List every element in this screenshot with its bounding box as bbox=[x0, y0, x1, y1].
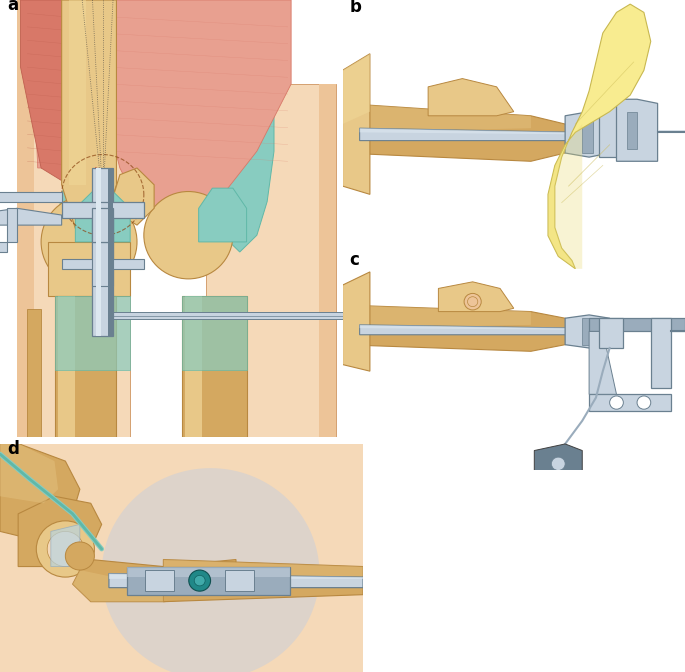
Polygon shape bbox=[62, 259, 144, 269]
Polygon shape bbox=[342, 305, 582, 351]
Polygon shape bbox=[360, 325, 582, 330]
Polygon shape bbox=[163, 560, 363, 581]
Polygon shape bbox=[438, 282, 514, 312]
Polygon shape bbox=[599, 319, 623, 348]
Polygon shape bbox=[360, 325, 582, 335]
Polygon shape bbox=[534, 444, 582, 484]
Polygon shape bbox=[75, 188, 130, 242]
Polygon shape bbox=[342, 54, 370, 124]
Polygon shape bbox=[73, 570, 163, 601]
Polygon shape bbox=[48, 242, 130, 296]
Polygon shape bbox=[55, 0, 96, 286]
Polygon shape bbox=[360, 128, 582, 134]
Polygon shape bbox=[73, 560, 236, 601]
Polygon shape bbox=[96, 168, 101, 336]
Polygon shape bbox=[103, 0, 291, 218]
Polygon shape bbox=[627, 112, 637, 149]
Polygon shape bbox=[0, 208, 17, 252]
Polygon shape bbox=[55, 296, 116, 437]
Polygon shape bbox=[616, 99, 658, 161]
Polygon shape bbox=[589, 394, 671, 411]
Polygon shape bbox=[582, 116, 593, 153]
Polygon shape bbox=[589, 319, 685, 331]
Polygon shape bbox=[21, 0, 110, 185]
Circle shape bbox=[41, 195, 137, 289]
Polygon shape bbox=[342, 305, 531, 328]
Polygon shape bbox=[68, 0, 86, 185]
Polygon shape bbox=[0, 192, 62, 202]
Polygon shape bbox=[48, 0, 82, 175]
Polygon shape bbox=[58, 296, 75, 437]
Text: c: c bbox=[349, 251, 359, 269]
Circle shape bbox=[65, 542, 95, 570]
Polygon shape bbox=[428, 79, 514, 116]
Polygon shape bbox=[0, 444, 363, 672]
Polygon shape bbox=[127, 566, 290, 595]
Polygon shape bbox=[109, 574, 363, 579]
Polygon shape bbox=[109, 574, 363, 587]
Polygon shape bbox=[319, 84, 336, 437]
Polygon shape bbox=[92, 168, 113, 336]
Polygon shape bbox=[113, 312, 342, 319]
Polygon shape bbox=[589, 331, 616, 394]
Circle shape bbox=[637, 396, 651, 409]
Polygon shape bbox=[62, 0, 116, 228]
Polygon shape bbox=[206, 84, 274, 252]
Polygon shape bbox=[92, 242, 113, 286]
Polygon shape bbox=[342, 54, 370, 194]
Polygon shape bbox=[599, 103, 623, 157]
Circle shape bbox=[36, 521, 95, 577]
Polygon shape bbox=[17, 0, 130, 437]
Polygon shape bbox=[225, 570, 254, 591]
Circle shape bbox=[551, 457, 565, 470]
Polygon shape bbox=[182, 296, 247, 437]
Polygon shape bbox=[651, 319, 671, 388]
Polygon shape bbox=[17, 0, 34, 437]
Circle shape bbox=[144, 192, 233, 279]
Polygon shape bbox=[360, 128, 582, 140]
Polygon shape bbox=[110, 168, 154, 225]
Polygon shape bbox=[182, 296, 247, 370]
Polygon shape bbox=[31, 0, 62, 168]
Polygon shape bbox=[145, 570, 174, 591]
Polygon shape bbox=[565, 112, 610, 157]
Polygon shape bbox=[342, 103, 582, 161]
Polygon shape bbox=[206, 84, 336, 437]
Polygon shape bbox=[101, 468, 319, 672]
Polygon shape bbox=[92, 208, 113, 242]
Circle shape bbox=[467, 297, 477, 306]
Polygon shape bbox=[55, 296, 130, 370]
Polygon shape bbox=[163, 560, 363, 601]
Polygon shape bbox=[185, 296, 202, 437]
Circle shape bbox=[610, 396, 623, 409]
Polygon shape bbox=[0, 444, 58, 503]
Polygon shape bbox=[108, 168, 113, 336]
Polygon shape bbox=[582, 319, 593, 345]
Polygon shape bbox=[565, 315, 610, 348]
Polygon shape bbox=[0, 444, 80, 538]
Polygon shape bbox=[18, 496, 101, 566]
Circle shape bbox=[195, 575, 205, 586]
Polygon shape bbox=[127, 566, 290, 577]
Polygon shape bbox=[0, 208, 62, 225]
Polygon shape bbox=[199, 188, 247, 242]
Text: d: d bbox=[8, 440, 19, 458]
Text: a: a bbox=[7, 0, 18, 14]
Polygon shape bbox=[342, 103, 531, 132]
Polygon shape bbox=[62, 202, 144, 218]
Polygon shape bbox=[548, 124, 582, 269]
Circle shape bbox=[189, 570, 210, 591]
Polygon shape bbox=[342, 272, 370, 371]
Polygon shape bbox=[548, 4, 651, 269]
Polygon shape bbox=[51, 524, 80, 566]
Circle shape bbox=[47, 532, 84, 566]
Polygon shape bbox=[27, 309, 41, 437]
Circle shape bbox=[464, 294, 481, 310]
Polygon shape bbox=[68, 0, 103, 181]
Text: b: b bbox=[349, 0, 361, 16]
